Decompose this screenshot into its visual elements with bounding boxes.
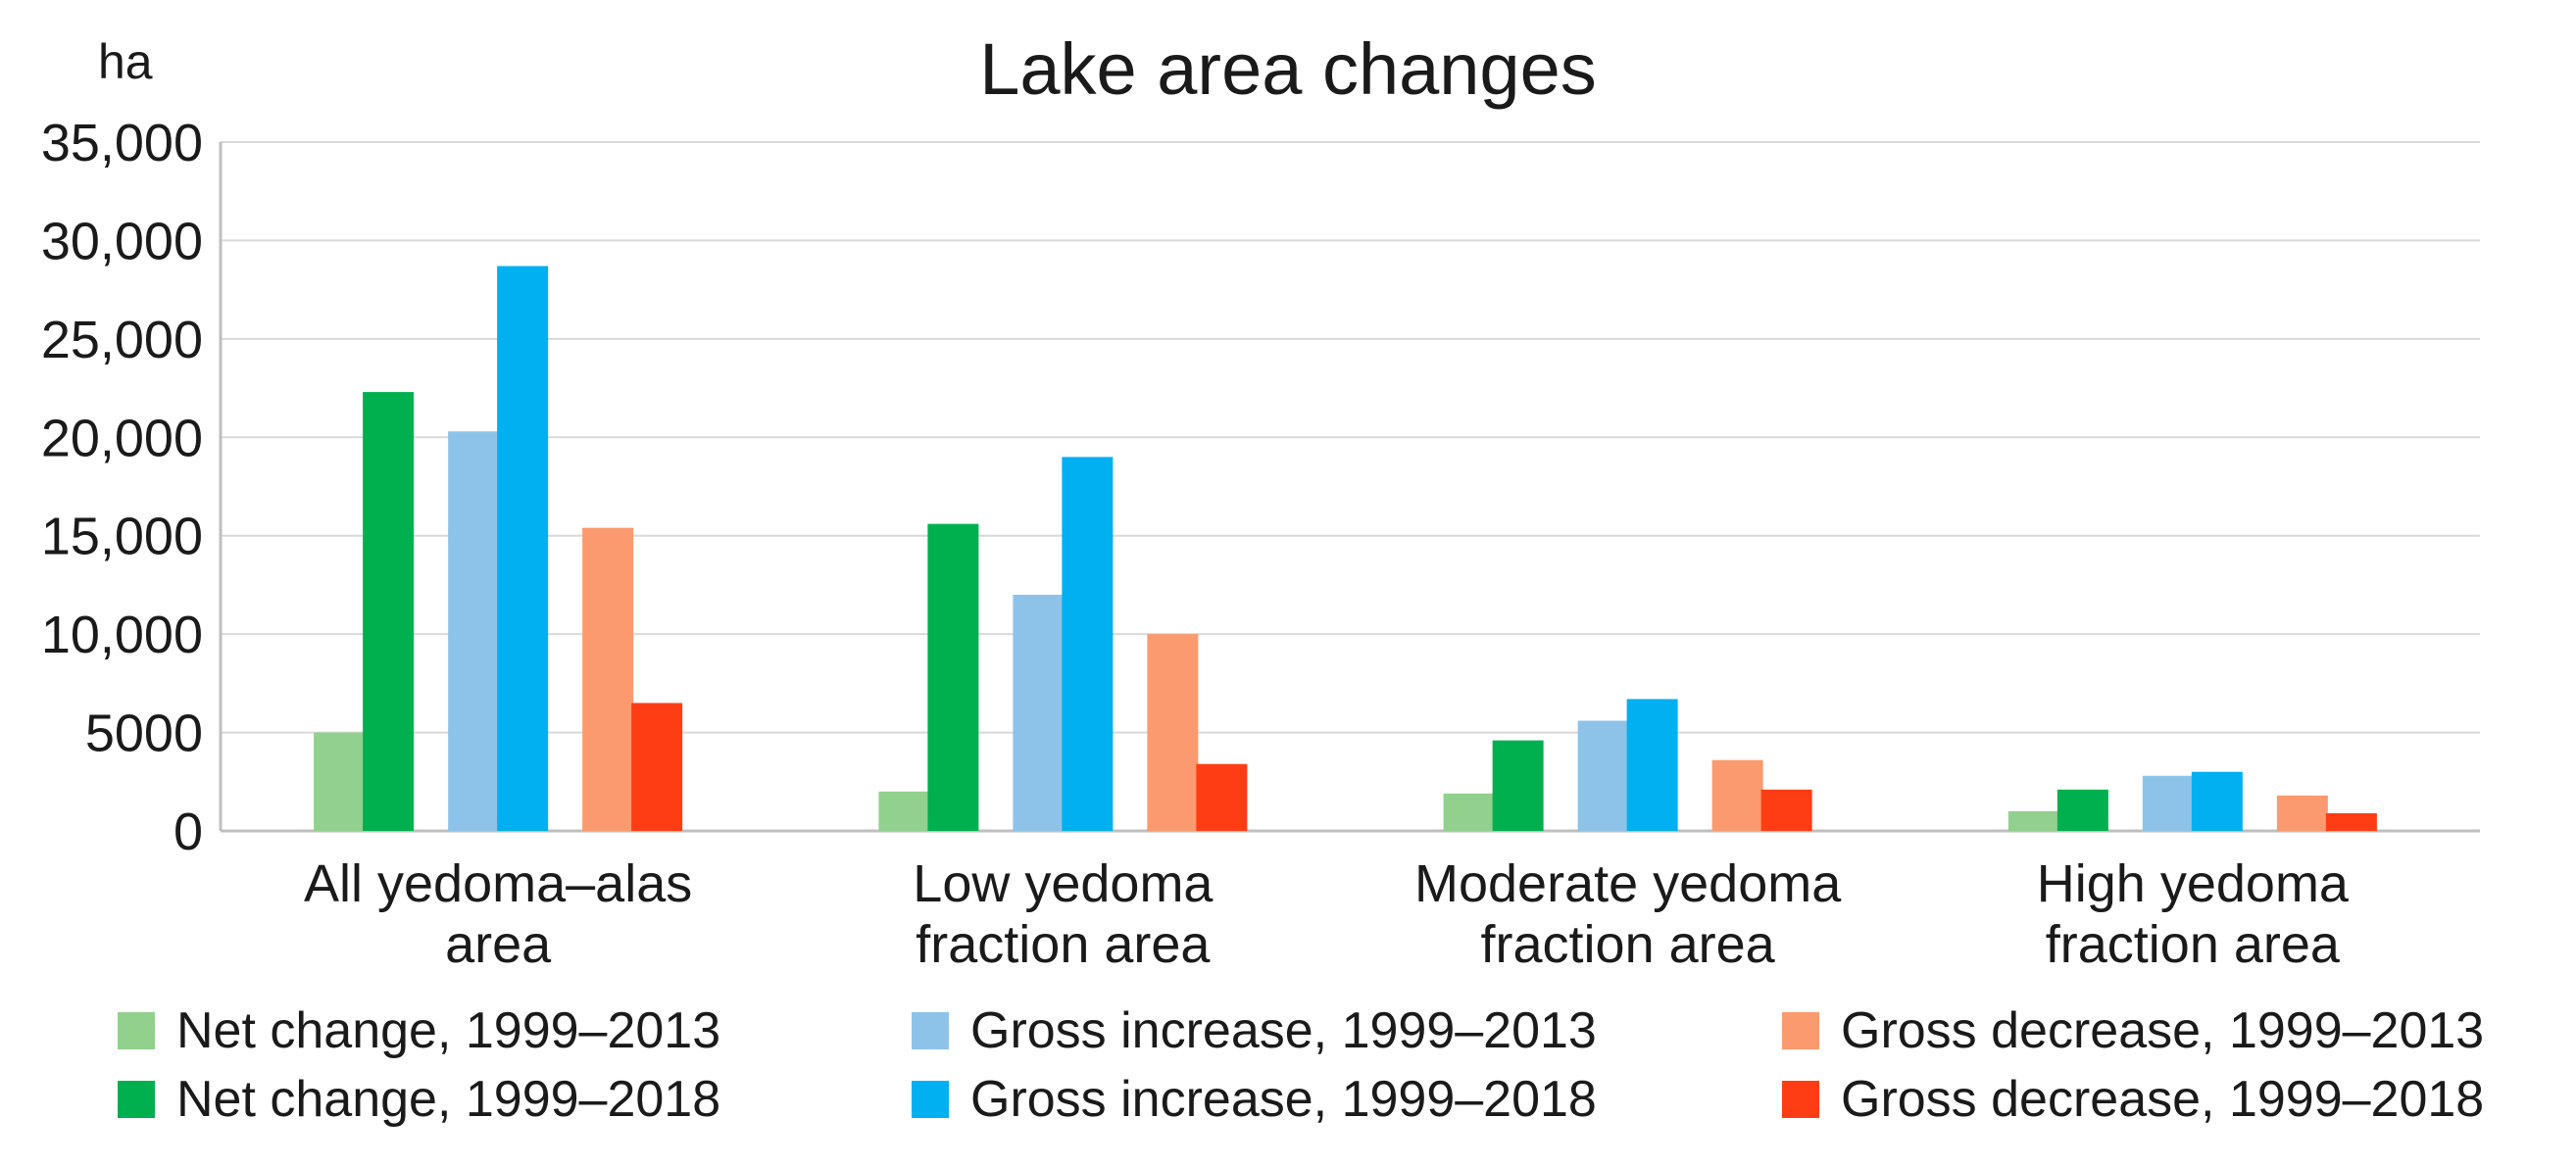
- legend-item-net-change-2013: Net change, 1999–2013: [118, 1001, 720, 1060]
- bar: [448, 431, 500, 831]
- y-tick-label: 15,000: [41, 508, 203, 566]
- bar: [363, 392, 415, 831]
- y-tick-label: 30,000: [41, 212, 203, 270]
- bar: [1013, 594, 1065, 831]
- bar: [878, 791, 930, 831]
- axes: [219, 142, 2480, 833]
- y-tick-label: 0: [173, 802, 203, 861]
- bar: [582, 527, 634, 831]
- y-tick-label: 10,000: [41, 606, 203, 664]
- y-axis-unit-label: ha: [98, 34, 153, 89]
- x-tick-label: High yedoma: [2037, 854, 2350, 913]
- bar: [1147, 634, 1199, 831]
- legend-item-gross-decrease-2013: Gross decrease, 1999–2013: [1782, 1001, 2484, 1060]
- y-tick-label: 25,000: [41, 311, 203, 369]
- bar: [927, 523, 979, 831]
- x-tick-label: Moderate yedoma: [1414, 854, 1842, 913]
- bar: [1062, 457, 1114, 831]
- legend-swatch: [118, 1081, 155, 1118]
- bar: [1711, 759, 1763, 831]
- legend-swatch: [912, 1012, 949, 1049]
- legend-swatch: [118, 1012, 155, 1049]
- bar: [497, 266, 549, 831]
- bar: [2142, 775, 2194, 831]
- bar: [1443, 793, 1495, 831]
- legend-label: Gross increase, 1999–2018: [970, 1071, 1597, 1128]
- legend-item-gross-increase-2018: Gross increase, 1999–2018: [912, 1070, 1597, 1129]
- x-tick-label: fraction area: [2046, 915, 2341, 974]
- legend-item-gross-decrease-2018: Gross decrease, 1999–2018: [1782, 1070, 2484, 1129]
- x-tick-label: All yedoma–alas: [304, 854, 692, 913]
- bar: [314, 732, 366, 831]
- legend-label: Gross increase, 1999–2013: [970, 1002, 1597, 1059]
- bar: [1577, 720, 1629, 831]
- bar: [2007, 810, 2059, 831]
- legend: Net change, 1999–2013 Net change, 1999–2…: [0, 990, 2576, 1167]
- legend-item-gross-increase-2013: Gross increase, 1999–2013: [912, 1001, 1597, 1060]
- x-tick-label: Low yedoma: [913, 854, 1214, 913]
- bar: [2056, 789, 2108, 831]
- legend-label: Gross decrease, 1999–2013: [1841, 1002, 2485, 1059]
- legend-label: Net change, 1999–2013: [176, 1002, 721, 1059]
- y-tick-labels: 0 5000 10,000 15,000 20,000 25,000 30,000 35,00…: [41, 114, 203, 861]
- legend-item-net-change-2018: Net change, 1999–2018: [118, 1070, 720, 1129]
- bar: [631, 703, 683, 831]
- bar: [2325, 812, 2377, 831]
- x-tick-label: fraction area: [916, 915, 1211, 974]
- bar: [1196, 763, 1248, 831]
- gridlines: [221, 141, 2480, 734]
- y-tick-label: 20,000: [41, 409, 203, 467]
- chart-title: Lake area changes: [979, 28, 1597, 110]
- legend-label: Gross decrease, 1999–2018: [1841, 1071, 2485, 1128]
- legend-swatch: [1782, 1081, 1819, 1118]
- bar: [1626, 699, 1678, 831]
- bar: [1492, 740, 1544, 831]
- legend-swatch: [1782, 1012, 1819, 1049]
- bar: [2191, 771, 2243, 831]
- legend-swatch: [912, 1081, 949, 1118]
- x-tick-label: area: [445, 915, 552, 974]
- y-tick-label: 5000: [85, 705, 203, 763]
- bar: [2276, 795, 2328, 831]
- y-tick-label: 35,000: [41, 114, 203, 172]
- bars: [314, 266, 2377, 831]
- legend-label: Net change, 1999–2018: [176, 1071, 721, 1128]
- x-tick-label: fraction area: [1481, 915, 1776, 974]
- bar: [1760, 789, 1812, 831]
- bar-chart: 0 5000 10,000 15,000 20,000 25,000 30,000 35,00…: [41, 114, 2480, 974]
